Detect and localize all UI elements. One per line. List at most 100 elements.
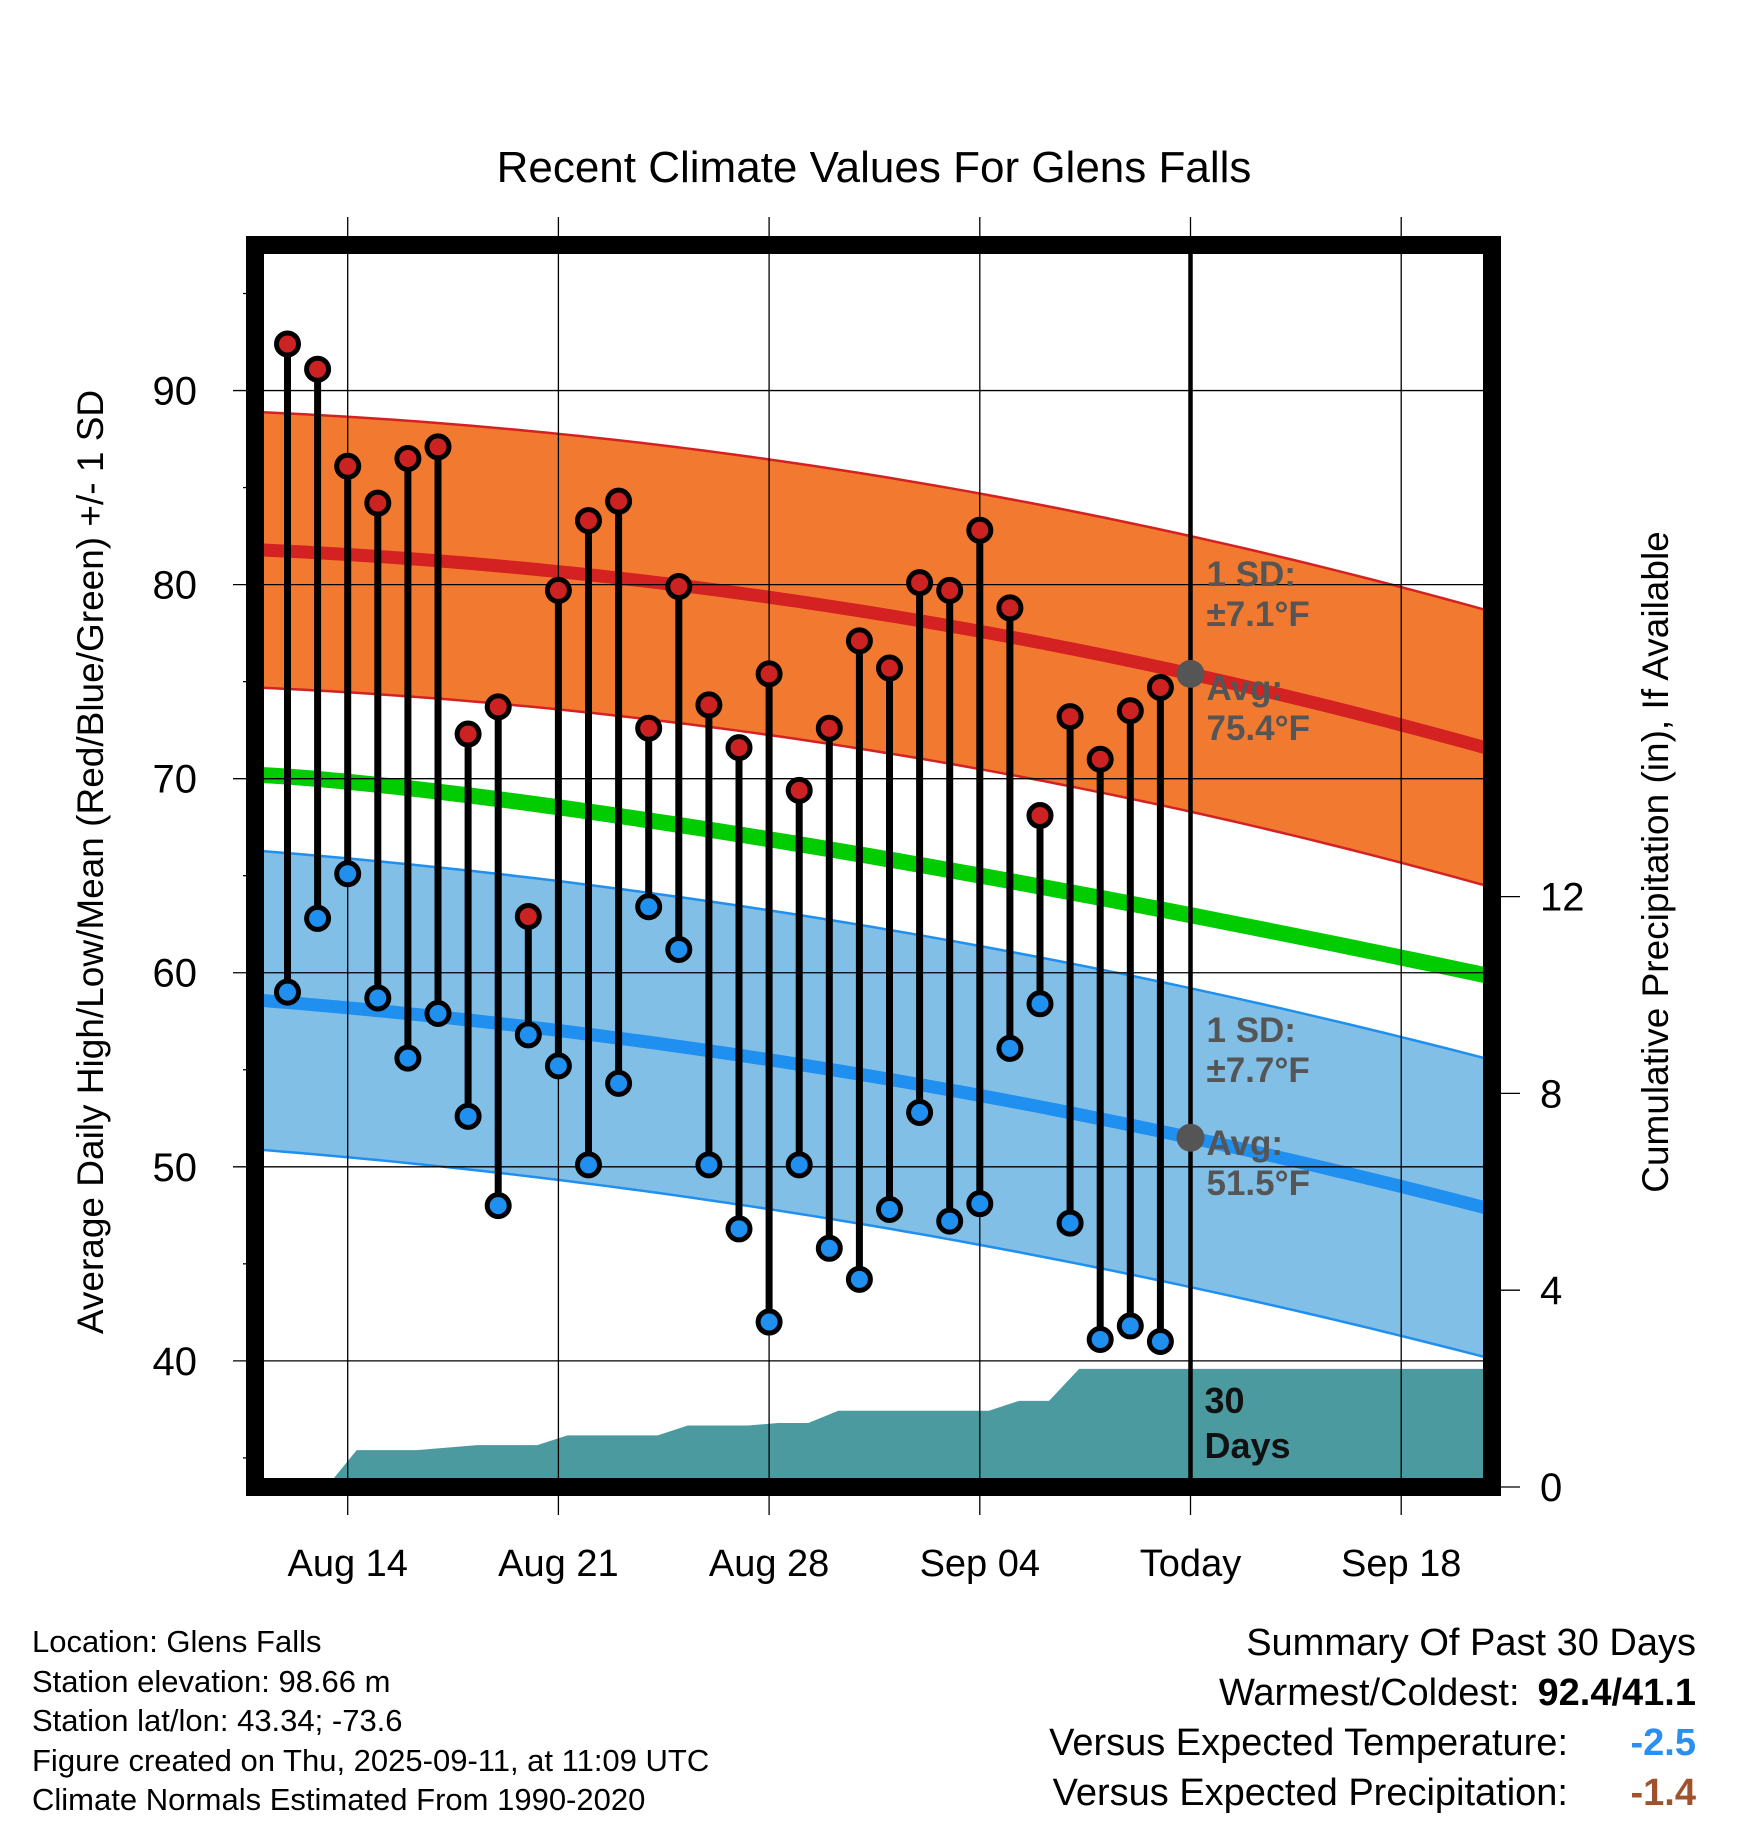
high-temp-point [695,691,723,719]
high-temp-point [936,576,964,604]
high-temp-point [304,355,332,383]
low-temp-point [514,1021,542,1049]
high-temp-point [1116,697,1144,725]
today-low-avg-marker [1176,1123,1205,1152]
high-temp-point [906,569,934,597]
high-sd-band [255,411,1492,888]
summary-temp: Versus Expected Temperature: -2.5 [876,1718,1696,1768]
low-temp-point [635,893,663,921]
high-temp-point [334,452,362,480]
y-axis-label: Average Daily High/Low/Mean (Red/Blue/Gr… [70,390,111,1334]
low-temp-point [304,904,332,932]
low-avg-annotation-line: 51.5°F [1207,1164,1311,1203]
high-sd-annotation-line: 1 SD: [1207,555,1296,594]
precip-value: -1.4 [1630,1772,1696,1814]
high-temp-point [635,714,663,742]
location-text: Location: Glens Falls [32,1624,322,1659]
x-tick-label: Sep 18 [1341,1543,1461,1585]
low-temp-point [1056,1209,1084,1237]
high-temp-point [815,714,843,742]
chart-title: Recent Climate Values For Glens Falls [497,143,1252,192]
low-temp-point [1146,1327,1174,1355]
low-temp-point [544,1052,572,1080]
low-temp-point [665,935,693,963]
x-axis-label: Day [841,1597,907,1600]
x-tick-label: Aug 21 [498,1543,618,1585]
low-temp-point [695,1151,723,1179]
low-sd-band [255,850,1492,1359]
y-tick-label: 70 [153,758,198,802]
summary-panel: Summary Of Past 30 Days Warmest/Coldest:… [876,1618,1696,1818]
low-sd-annotation-line: 1 SD: [1207,1011,1296,1050]
y-tick-label: 60 [153,952,198,996]
window-label: 30 Days [1205,1380,1291,1466]
plot-frame [246,236,1501,1496]
high-avg-annotation-line: Avg: [1207,669,1283,708]
low-sd-annotation-line: ±7.7°F [1207,1051,1310,1090]
low-temp-point [1026,990,1054,1018]
low-temp-point [845,1265,873,1293]
low-temp-point [424,999,452,1027]
high-temp-point [484,693,512,721]
high-temp-point [1056,703,1084,731]
high-sd-annotation-line: ±7.1°F [1207,595,1310,634]
x-tick-label: Aug 28 [709,1543,829,1585]
high-temp-point [274,330,301,358]
low-temp-point [274,978,301,1006]
high-temp-point [665,573,693,601]
high-temp-point [1086,745,1114,773]
low-band-upper-edge [255,849,1492,1062]
high-temp-point [544,576,572,604]
mean-average-line [255,766,1492,985]
elevation-text: Station elevation: 98.66 m [32,1663,391,1699]
normals-text: Climate Normals Estimated From 1990-2020 [32,1782,646,1817]
created-text: Figure created on Thu, 2025-09-11, at 11… [32,1742,710,1778]
low-temp-point [605,1069,633,1097]
low-temp-point [334,860,362,888]
y2-tick-label: 12 [1540,876,1585,920]
low-temp-point [755,1308,783,1336]
high-temp-point [1026,802,1054,830]
low-temp-point [996,1034,1024,1062]
low-temp-point [725,1215,753,1243]
high-sd-annotation: 1 SD: ±7.1°F [1207,555,1310,634]
high-temp-point [364,489,392,517]
low-avg-annotation: Avg: 51.5°F [1207,1124,1311,1203]
x-tick-label: Aug 14 [287,1543,407,1585]
low-temp-point [966,1190,994,1218]
temp-value: -2.5 [1630,1722,1696,1764]
low-avg-annotation-line: Avg: [1207,1124,1283,1163]
y2-tick-label: 8 [1540,1072,1562,1116]
summary-precip: Versus Expected Precipitation: -1.4 [876,1768,1696,1818]
low-temp-point [1086,1326,1114,1354]
low-temp-point [575,1151,602,1179]
high-temp-point [454,720,482,748]
high-temp-point [514,902,542,930]
high-temp-point [575,507,602,535]
climate-chart: Recent Climate Values For Glens Falls 1 … [70,143,1676,1600]
high-avg-annotation: Avg: 75.4°F [1207,669,1311,748]
low-average-line [255,993,1492,1216]
high-temp-point [725,734,753,762]
y-tick-label: 50 [153,1146,198,1190]
low-temp-point [484,1192,512,1220]
high-band-lower-edge [255,686,1492,889]
low-temp-point [815,1234,843,1262]
summary-title: Summary Of Past 30 Days [1246,1622,1696,1664]
x-tick-label: Today [1140,1543,1241,1585]
high-temp-point [394,444,422,472]
low-temp-point [394,1044,422,1072]
low-band-lower-edge [255,1148,1492,1361]
low-temp-point [876,1195,903,1223]
high-temp-point [845,627,873,655]
temp-label: Versus Expected Temperature: [1049,1722,1568,1764]
low-temp-point [1116,1312,1144,1340]
high-temp-point [605,487,633,515]
high-temp-point [966,516,994,544]
latlon-text: Station lat/lon: 43.34; -73.6 [32,1703,403,1738]
low-temp-point [364,984,392,1012]
y2-tick-label: 0 [1540,1466,1562,1510]
high-band-upper-edge [255,410,1492,613]
